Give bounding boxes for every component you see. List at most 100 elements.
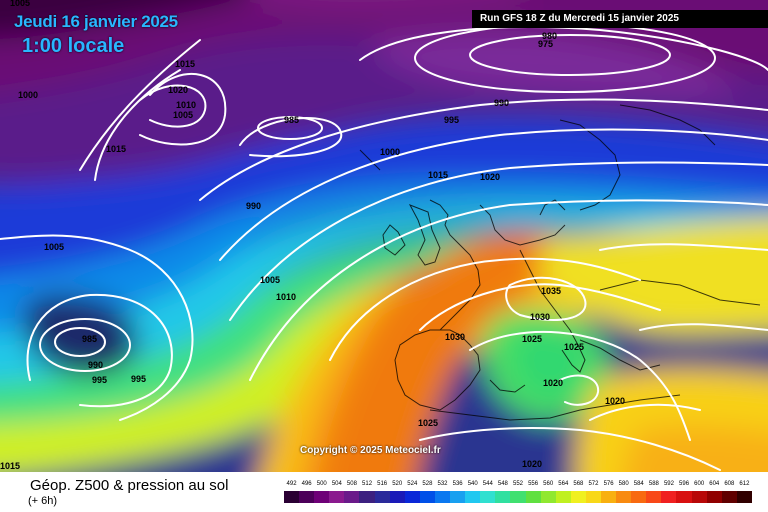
legend-swatch [631,491,647,503]
legend-swatch [465,491,481,503]
forecast-time: 1:00 locale [22,35,125,57]
legend-swatch [480,491,496,503]
svg-text:1005: 1005 [44,242,64,252]
legend-swatch [691,491,707,503]
legend-swatch [721,491,737,503]
svg-text:995: 995 [92,375,107,385]
legend-swatch [661,491,677,503]
svg-text:1005: 1005 [260,275,280,285]
legend-tick: 584 [633,481,644,487]
legend-swatch [676,491,692,503]
svg-text:985: 985 [284,115,299,125]
svg-text:990: 990 [88,360,103,370]
legend-tick: 508 [346,481,357,487]
forecast-offset: (+ 6h) [28,495,58,507]
svg-text:975: 975 [538,39,553,49]
legend-tick: 572 [588,481,599,487]
legend-swatch [585,491,601,503]
svg-text:980: 980 [542,31,557,41]
svg-text:1025: 1025 [522,334,542,344]
svg-text:1020: 1020 [605,396,625,406]
map-footer: Géop. Z500 & pression au sol (+ 6h) 492 4… [0,472,768,512]
legend-swatch [434,491,451,503]
legend-swatch [344,491,360,503]
legend-tick: 576 [603,481,614,487]
legend-tick: 600 [694,481,705,487]
legend-swatch [616,491,632,503]
svg-text:1015: 1015 [428,170,448,180]
svg-text:1000: 1000 [18,90,38,100]
legend-swatch [510,491,526,503]
legend-swatch [570,491,586,503]
model-run-info: Run GFS 18 Z du Mercredi 15 janvier 2025 [472,10,768,28]
weather-map: 1005 1015 1000 1020 1010 1005 1015 985 9… [0,0,768,472]
svg-text:990: 990 [246,201,261,211]
svg-text:1020: 1020 [543,378,563,388]
legend-tick: 492 [286,481,297,487]
legend-tick: 528 [422,481,433,487]
legend-tick: 604 [709,481,720,487]
legend-tick: 568 [573,481,584,487]
legend-swatch [329,491,345,503]
legend-swatch [525,491,541,503]
svg-text:1015: 1015 [106,144,126,154]
legend-swatch [314,491,330,503]
legend-tick: 496 [301,481,312,487]
svg-text:1030: 1030 [445,332,465,342]
svg-text:1010: 1010 [276,292,296,302]
svg-text:985: 985 [82,334,97,344]
color-legend: 492 496 500 504 508 512 516 520 524 528 532 536 540 5… [284,481,752,503]
legend-swatch [736,491,752,503]
svg-text:1025: 1025 [418,418,438,428]
legend-tick: 588 [648,481,659,487]
legend-tick: 516 [377,481,388,487]
legend-tick: 520 [392,481,403,487]
svg-text:995: 995 [444,115,459,125]
legend-color-bar [284,491,752,503]
svg-text:1035: 1035 [541,286,561,296]
legend-swatch [389,491,405,503]
svg-text:1015: 1015 [0,461,20,471]
legend-swatch [495,491,511,503]
legend-tick: 612 [739,481,750,487]
geopotential-field [0,0,768,472]
svg-text:1025: 1025 [564,342,584,352]
legend-tick: 500 [316,481,327,487]
svg-text:1010: 1010 [176,100,196,110]
legend-tick: 564 [558,481,569,487]
svg-text:1005: 1005 [10,0,30,8]
legend-tick: 548 [497,481,508,487]
legend-tick: 504 [331,481,342,487]
svg-text:1020: 1020 [522,459,542,469]
coastlines [359,104,761,421]
svg-text:1020: 1020 [480,172,500,182]
legend-swatch [284,491,300,503]
legend-tick: 556 [528,481,539,487]
map-title: Géop. Z500 & pression au sol [30,477,229,494]
legend-swatch [299,491,315,503]
legend-tick: 512 [362,481,373,487]
svg-text:1030: 1030 [530,312,550,322]
legend-tick: 540 [467,481,478,487]
svg-text:1005: 1005 [173,110,193,120]
legend-tick: 608 [724,481,735,487]
legend-swatch [540,491,556,503]
svg-text:1015: 1015 [175,59,195,69]
legend-swatch [419,491,435,503]
legend-tick: 524 [407,481,418,487]
svg-text:990: 990 [494,98,509,108]
legend-swatch [374,491,390,503]
legend-tick: 532 [437,481,448,487]
legend-swatch [706,491,722,503]
legend-swatch [359,491,375,503]
legend-swatch [450,491,466,503]
legend-tick: 580 [618,481,629,487]
legend-swatch [600,491,617,503]
legend-swatch [555,491,571,503]
svg-text:1000: 1000 [380,147,400,157]
legend-tick: 544 [482,481,493,487]
legend-tick-labels: 492 496 500 504 508 512 516 520 524 528 532 536 540 5… [284,481,752,490]
legend-tick: 560 [543,481,554,487]
legend-swatch [646,491,662,503]
legend-tick: 536 [452,481,463,487]
